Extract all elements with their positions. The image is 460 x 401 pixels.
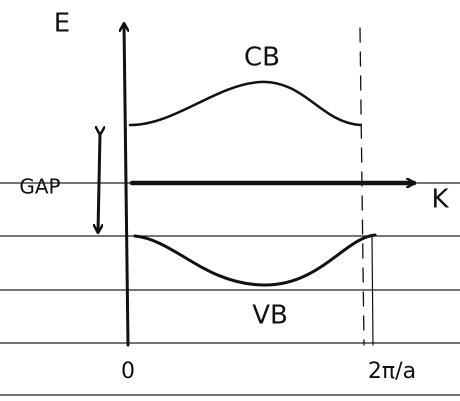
momentum-label: K — [431, 185, 449, 215]
gap-label: GAP — [19, 175, 60, 199]
paper — [0, 0, 460, 401]
conduction-band-label: CB — [244, 43, 280, 73]
valence-band-label: VB — [252, 301, 288, 331]
energy-label: E — [54, 9, 70, 39]
end-label: 2π/a — [368, 359, 416, 384]
origin-label: 0 — [121, 359, 135, 384]
band-diagram: E K CB VB GAP 0 2π/a — [0, 0, 460, 401]
gap-arrow — [98, 134, 100, 232]
